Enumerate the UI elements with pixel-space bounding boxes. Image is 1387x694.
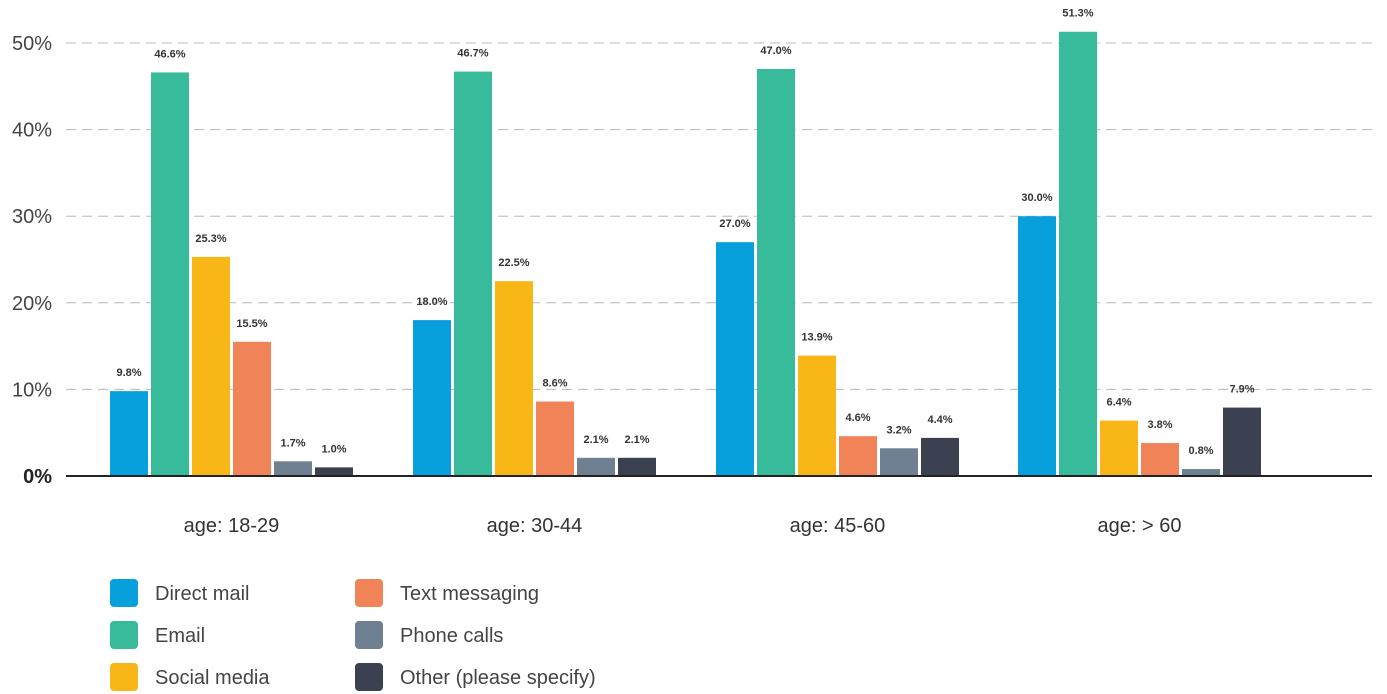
bar (921, 437, 959, 476)
bar (413, 320, 451, 476)
bar (1141, 443, 1179, 476)
bar (315, 467, 353, 476)
bar (880, 448, 918, 476)
data-label: 18.0% (416, 296, 447, 308)
bar (618, 457, 656, 476)
bar (1182, 469, 1220, 476)
bar (274, 461, 312, 476)
y-tick-label: 30% (12, 206, 52, 228)
data-label: 15.5% (236, 318, 267, 330)
data-label: 3.8% (1147, 419, 1172, 431)
bar (151, 72, 189, 476)
legend-label: Social media (155, 667, 270, 689)
legend-swatch (110, 621, 138, 649)
data-label: 30.0% (1021, 192, 1052, 204)
y-tick-label: 10% (12, 379, 52, 401)
bar (757, 68, 795, 476)
data-label: 51.3% (1062, 8, 1093, 20)
x-category-label: age: > 60 (1098, 515, 1182, 537)
legend-swatch (355, 579, 383, 607)
bar (454, 71, 492, 476)
bar (192, 256, 230, 476)
data-label: 1.0% (321, 443, 346, 455)
data-label: 7.9% (1229, 384, 1254, 396)
legend-label: Phone calls (400, 625, 503, 647)
data-label: 2.1% (624, 434, 649, 446)
bar (1100, 420, 1138, 476)
data-label: 1.7% (280, 437, 305, 449)
bar (233, 341, 271, 476)
x-category-label: age: 30-44 (487, 515, 583, 537)
data-label: 46.6% (154, 48, 185, 60)
bar (1059, 31, 1097, 476)
y-tick-label: 0% (23, 466, 52, 488)
bar (536, 401, 574, 476)
bar (1223, 407, 1261, 476)
data-label: 47.0% (760, 45, 791, 57)
data-label: 27.0% (719, 218, 750, 230)
legend-label: Other (please specify) (400, 667, 596, 689)
y-tick-label: 40% (12, 120, 52, 142)
bar (839, 436, 877, 476)
legend-swatch (110, 579, 138, 607)
bar (716, 242, 754, 476)
y-tick-label: 20% (12, 293, 52, 315)
data-label: 8.6% (542, 378, 567, 390)
data-label: 2.1% (583, 434, 608, 446)
legend-label: Text messaging (400, 583, 539, 605)
x-category-label: age: 18-29 (184, 515, 280, 537)
bar (110, 391, 148, 476)
data-label: 4.4% (927, 414, 952, 426)
bar (1018, 216, 1056, 476)
data-label: 46.7% (457, 48, 488, 60)
data-label: 3.2% (886, 424, 911, 436)
bar (495, 281, 533, 476)
data-label: 0.8% (1188, 445, 1213, 457)
legend-swatch (110, 663, 138, 691)
legend-swatch (355, 621, 383, 649)
bar (798, 355, 836, 476)
data-label: 6.4% (1106, 397, 1131, 409)
data-label: 4.6% (845, 412, 870, 424)
data-label: 22.5% (498, 257, 529, 269)
legend-label: Direct mail (155, 583, 249, 605)
bar (577, 457, 615, 476)
y-tick-label: 50% (12, 33, 52, 55)
data-label: 9.8% (116, 367, 141, 379)
legend-label: Email (155, 625, 205, 647)
data-label: 25.3% (195, 233, 226, 245)
data-label: 13.9% (801, 332, 832, 344)
legend-swatch (355, 663, 383, 691)
x-category-label: age: 45-60 (790, 515, 886, 537)
